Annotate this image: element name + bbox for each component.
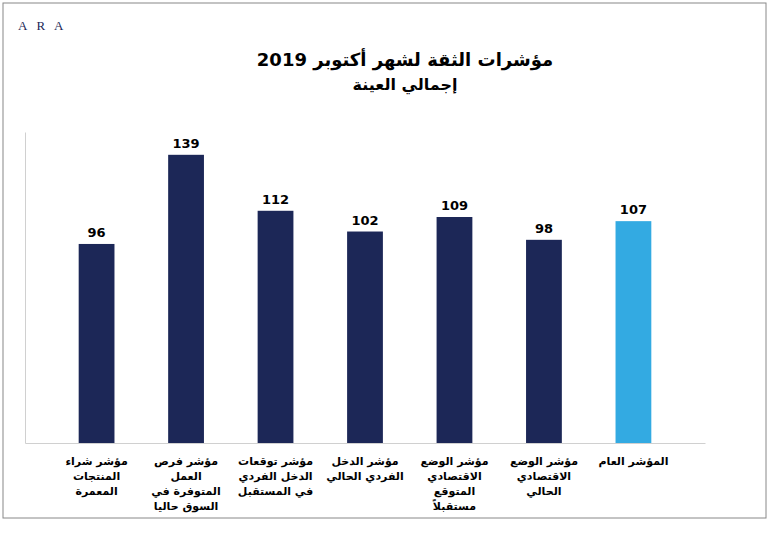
bar (79, 244, 115, 443)
subtitle: إجمالي العينة (353, 75, 458, 95)
data-label: 102 (351, 213, 378, 228)
x-tick-label-line: مؤشر توقعات (238, 455, 313, 468)
x-tick-label-line: مستقبلاً (433, 498, 477, 513)
x-tick-label-line: السوق حاليا (154, 500, 218, 513)
frame (3, 3, 766, 518)
x-tick-label-line: مؤشر الدخل (331, 455, 398, 468)
x-tick-label-line: مؤشر الوضع (420, 455, 488, 468)
x-tick-label-line: الاقتصادي (517, 470, 571, 483)
x-tick: مؤشر توقعات الدخل الفردي في المستقبل (238, 443, 313, 498)
x-tick-label: المؤشر العام (598, 455, 668, 468)
bars (79, 155, 652, 443)
x-tick: مؤشر الوضع الاقتصادي المتوقعمستقبلاً (420, 443, 488, 513)
x-tick-label: مؤشر شراء المنتجات المعمرة (65, 455, 127, 498)
bar (168, 155, 204, 443)
x-tick-label-line: في المستقبل (238, 485, 313, 498)
x-tick: مؤشر الوضع الاقتصادي الحالي (510, 443, 578, 498)
x-tick-label: مؤشر الوضع الاقتصادي الحالي (510, 455, 578, 498)
data-labels: 96 139 112 102 109 98 107 (88, 136, 647, 240)
chart: ARA مؤشرات الثقة لشهر أكتوبر 2019 إجمالي ا… (0, 0, 770, 553)
x-tick-label: مؤشر الدخل الفردي الحالي (326, 455, 403, 483)
y-axis-line (25, 133, 26, 444)
x-tick: مؤشر الدخل الفردي الحالي (326, 443, 403, 483)
x-tick-label-line: العمل (170, 470, 201, 483)
x-tick-label-line: الاقتصادي (427, 470, 481, 483)
logo: ARA (18, 18, 72, 33)
x-tick-label-line: مؤشر الوضع (510, 455, 578, 468)
x-tick-label-line: المؤشر العام (598, 455, 668, 468)
data-label: 107 (620, 202, 647, 217)
x-tick-label-line: الفردي الحالي (326, 470, 403, 483)
data-label: 139 (172, 136, 199, 151)
x-tick: المؤشر العام (598, 443, 668, 468)
x-tick-label-line: الحالي (526, 485, 561, 498)
x-tick-label: مؤشر توقعات الدخل الفردي في المستقبل (238, 455, 313, 498)
x-axis-line (26, 443, 706, 444)
x-tick: مؤشر فرص العمل المتوفرة في السوق حاليا (151, 443, 220, 513)
data-label: 112 (262, 192, 289, 207)
data-label: 96 (88, 225, 106, 240)
x-tick: مؤشر شراء المنتجات المعمرة (65, 443, 127, 498)
bar (616, 221, 652, 443)
x-tick-label-line: مؤشر فرص (154, 455, 218, 468)
x-tick-label-line: مؤشر شراء (65, 455, 127, 468)
x-tick-label-line: المتوقع (434, 485, 475, 498)
x-tick-label-line: المتوفرة في (151, 485, 220, 498)
bar (347, 232, 383, 443)
x-tick-label-line: الدخل الفردي (238, 470, 312, 483)
bar (437, 217, 473, 443)
x-tick-label-line: المعمرة (75, 485, 117, 498)
y-axis (25, 133, 26, 444)
x-tick-label: مؤشر الوضع الاقتصادي المتوقعمستقبلاً (420, 455, 488, 513)
x-tick-label: مؤشر فرص العمل المتوفرة في السوق حاليا (151, 455, 220, 513)
data-label: 109 (441, 198, 468, 213)
bar (526, 240, 562, 443)
data-label: 98 (535, 221, 553, 236)
title: مؤشرات الثقة لشهر أكتوبر 2019 (257, 48, 553, 71)
bar (258, 211, 294, 443)
x-axis: مؤشر شراء المنتجات المعمرة مؤشر فرص العمل الم… (26, 443, 706, 513)
x-tick-label-line: المنتجات (73, 470, 120, 483)
